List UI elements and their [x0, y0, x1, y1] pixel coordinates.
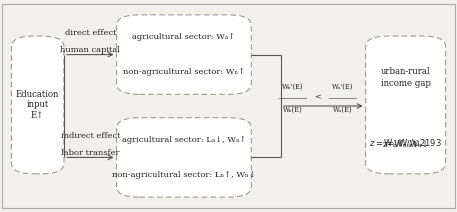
FancyBboxPatch shape [117, 15, 251, 94]
Text: labor transfer: labor transfer [61, 149, 120, 157]
Text: $z=\mathregular{W_b/W_a}$\u2193: $z=\mathregular{W_b/W_a}$\u2193 [369, 137, 442, 150]
FancyBboxPatch shape [117, 118, 251, 197]
Text: z=Wₙ/Wₐ↓: z=Wₙ/Wₐ↓ [382, 139, 429, 148]
Text: direct effect: direct effect [64, 29, 116, 37]
Text: Wₕ'(E): Wₕ'(E) [282, 83, 303, 91]
Text: agricultural sector: Lₐ↓, Wₐ↑: agricultural sector: Lₐ↓, Wₐ↑ [122, 136, 246, 144]
Text: Wᵤ'(E): Wᵤ'(E) [332, 83, 353, 91]
FancyBboxPatch shape [11, 36, 64, 174]
Text: human capital: human capital [60, 46, 120, 54]
Text: Wᵤ(E): Wᵤ(E) [333, 106, 352, 114]
Text: indirect effect: indirect effect [60, 132, 120, 140]
FancyBboxPatch shape [366, 36, 446, 174]
Text: Wₕ(E): Wₕ(E) [282, 106, 303, 114]
Text: urban-rural
income gap: urban-rural income gap [381, 67, 430, 88]
Text: non-agricultural sector: Wₙ↑: non-agricultural sector: Wₙ↑ [123, 68, 245, 76]
Text: <: < [314, 93, 321, 102]
Text: Education
input
E↑: Education input E↑ [16, 90, 59, 120]
Text: non-agricultural sector: Lₙ↑, Wₙ↓: non-agricultural sector: Lₙ↑, Wₙ↓ [112, 171, 256, 179]
Text: agricultural sector: Wₐ↑: agricultural sector: Wₐ↑ [133, 33, 235, 41]
